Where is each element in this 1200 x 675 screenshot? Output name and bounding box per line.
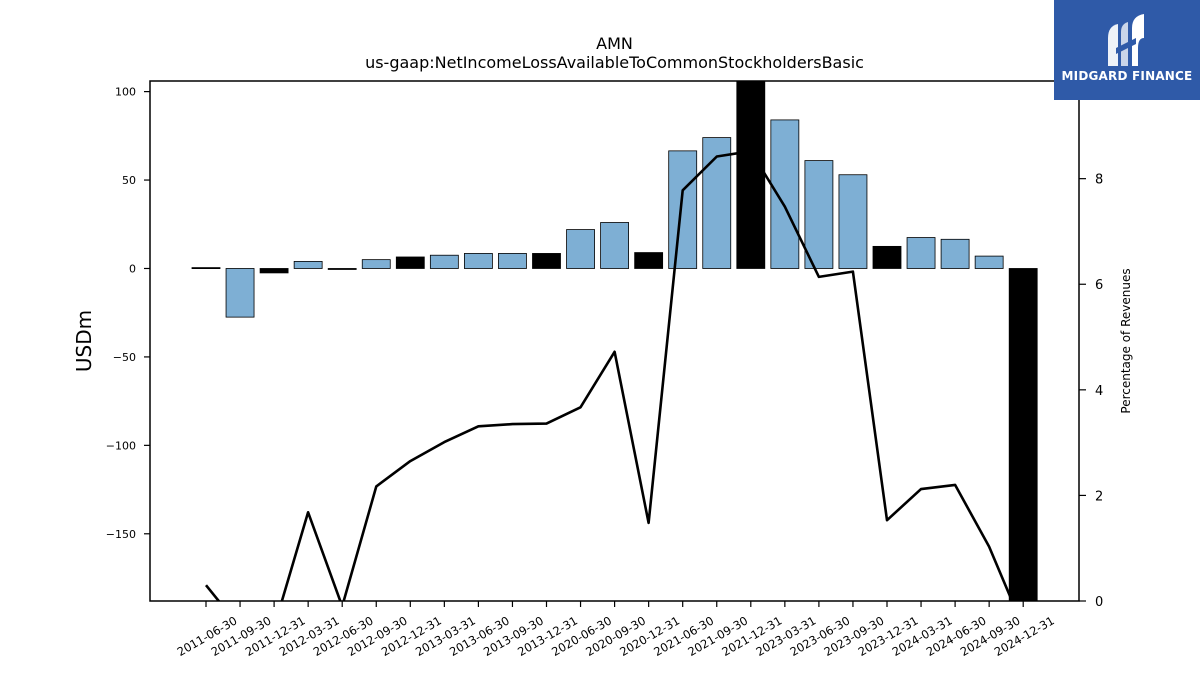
- bar-2023-12-31: [873, 246, 901, 268]
- bar-2024-09-30: [975, 256, 1003, 268]
- chart-title: AMN: [596, 34, 633, 53]
- y2-axis-label: Percentage of Revenues: [1119, 268, 1133, 413]
- bar-2020-09-30: [601, 222, 629, 268]
- bar-2023-06-30: [805, 161, 833, 269]
- left-y-axis: 100 50 0 −50 −100 −150: [106, 86, 150, 541]
- bar-2011-06-30: [192, 268, 220, 269]
- bar-2013-12-31: [533, 253, 561, 268]
- y2-tick-label: 4: [1095, 384, 1103, 399]
- y-tick-label: 50: [122, 174, 136, 187]
- bar-2012-09-30: [362, 260, 390, 269]
- bar-2011-12-31: [260, 268, 288, 272]
- chart-subtitle: us-gaap:NetIncomeLossAvailableToCommonSt…: [365, 53, 864, 72]
- bar-2013-09-30: [498, 253, 526, 268]
- bar-2012-06-30: [328, 268, 356, 269]
- bar-2020-12-31: [635, 253, 663, 269]
- bar-2023-09-30: [839, 175, 867, 269]
- bar-2011-09-30: [226, 268, 254, 317]
- bar-2021-12-31: [737, 74, 765, 269]
- plot-frame: [150, 81, 1079, 601]
- y2-tick-label: 0: [1095, 595, 1103, 610]
- midgard-logo-icon: [1102, 8, 1152, 68]
- bar-series: [192, 74, 1037, 601]
- y-tick-label: −150: [106, 528, 136, 541]
- y2-tick-label: 6: [1095, 278, 1103, 293]
- bar-2012-03-31: [294, 261, 322, 268]
- right-y-axis: 0 2 4 6 8: [1079, 173, 1103, 610]
- y2-tick-label: 2: [1095, 489, 1103, 504]
- y-axis-label: USDm: [72, 310, 96, 372]
- bar-2023-03-31: [771, 120, 799, 269]
- bar-2013-06-30: [464, 253, 492, 268]
- y-tick-label: −100: [106, 439, 136, 452]
- y-tick-label: −50: [113, 351, 136, 364]
- bar-2024-03-31: [907, 238, 935, 269]
- y-tick-label: 100: [115, 86, 136, 99]
- bar-2013-03-31: [430, 255, 458, 268]
- bar-2012-12-31: [396, 257, 424, 268]
- y-tick-label: 0: [129, 262, 136, 275]
- x-axis: 2011-06-302011-09-302011-12-312012-03-31…: [175, 601, 1057, 659]
- bar-2024-06-30: [941, 239, 969, 268]
- logo-text: MIDGARD FINANCE: [1054, 69, 1200, 83]
- bar-2021-06-30: [669, 151, 697, 269]
- midgard-finance-logo: MIDGARD FINANCE: [1054, 0, 1200, 100]
- y2-tick-label: 8: [1095, 173, 1103, 188]
- bar-2024-12-31: [1009, 268, 1037, 601]
- bar-2020-06-30: [567, 230, 595, 269]
